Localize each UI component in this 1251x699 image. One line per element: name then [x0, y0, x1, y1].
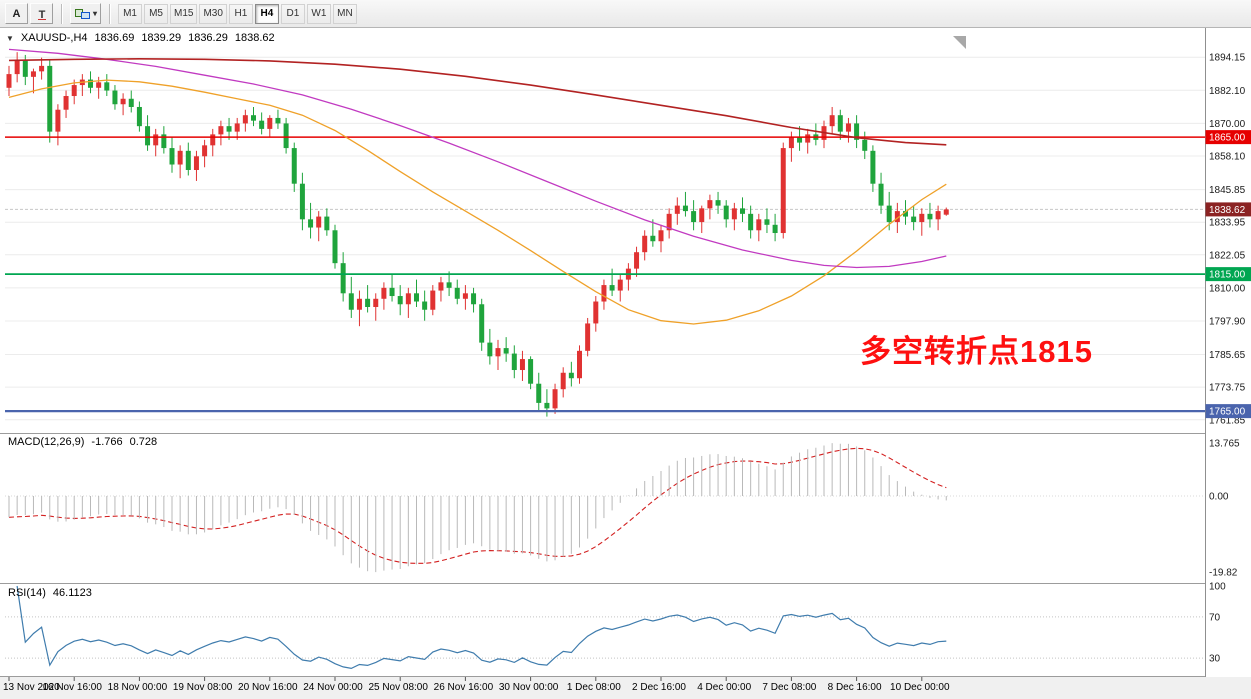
price-tick-label: 1845.85	[1209, 185, 1246, 196]
toolbar: A T ▾ M1 M5 M15 M30 H1 H4 D1 W1 MN	[0, 0, 1251, 28]
time-tick-label: 10 Dec 00:00	[890, 682, 950, 693]
ohlc-open: 1836.69	[94, 32, 135, 44]
rsi-indicator-header: RSI(14) 46.1123	[8, 587, 92, 599]
cursor-tool-label: A	[12, 7, 21, 20]
svg-text:T: T	[38, 9, 45, 21]
macd-signal-line	[8, 447, 947, 564]
macd-panel[interactable]	[5, 447, 1205, 564]
chevron-down-icon: ▾	[93, 9, 98, 18]
timeframe-button-m5[interactable]: M5	[144, 3, 169, 24]
macd-indicator-header: MACD(12,26,9) -1.766 0.728	[8, 436, 157, 448]
macd-value: -1.766	[91, 436, 123, 448]
chart-symbol-label: XAUUSD-,H4	[20, 32, 88, 44]
price-tick-label: 1882.10	[1209, 86, 1246, 97]
rsi-panel[interactable]	[5, 585, 1205, 670]
rsi-label: RSI(14)	[8, 587, 46, 599]
ma-slow-darkred	[8, 57, 947, 146]
time-tick-label: 24 Nov 00:00	[303, 682, 363, 693]
scroll-anchor-marker[interactable]	[953, 36, 966, 49]
rsi-line	[16, 585, 947, 670]
cursor-tool-button[interactable]: A	[5, 3, 28, 24]
text-tool-button[interactable]: T	[30, 3, 53, 24]
ma-fast-orange	[8, 79, 947, 325]
ohlc-close: 1838.62	[234, 32, 275, 44]
time-tick-label: 30 Nov 00:00	[499, 682, 559, 693]
price-level-tag	[1205, 267, 1251, 282]
svg-text:1765.00: 1765.00	[1209, 407, 1246, 418]
timeframe-button-d1[interactable]: D1	[280, 3, 305, 24]
ohlc-high: 1839.29	[141, 32, 182, 44]
chart-annotation[interactable]: 多空转折点1815	[860, 334, 1093, 369]
macd-scale-label: 13.765	[1209, 439, 1240, 450]
macd-label: MACD(12,26,9)	[8, 436, 85, 448]
price-tick-label: 1773.75	[1209, 383, 1246, 394]
time-tick-label: 4 Dec 00:00	[697, 682, 751, 693]
timeframe-button-h4[interactable]: H4	[254, 3, 279, 24]
toolbar-separator	[61, 3, 62, 24]
horizontal-level-lines[interactable]	[5, 136, 1205, 413]
time-tick-label: 8 Dec 16:00	[828, 682, 882, 693]
timeframe-button-w1[interactable]: W1	[306, 3, 331, 24]
objects-dropdown-button[interactable]: ▾	[70, 3, 102, 24]
time-tick-label: 26 Nov 16:00	[434, 682, 494, 693]
svg-text:1815.00: 1815.00	[1209, 270, 1246, 281]
macd-histogram	[8, 443, 947, 573]
candlesticks[interactable]	[6, 52, 949, 417]
timeframe-button-h1[interactable]: H1	[228, 3, 253, 24]
collapse-icon[interactable]: ▼	[6, 34, 14, 43]
price-tick-label: 1785.65	[1209, 350, 1246, 361]
price-tick-label: 1797.90	[1209, 316, 1246, 327]
time-tick-label: 2 Dec 16:00	[632, 682, 686, 693]
price-level-tag	[1205, 130, 1251, 145]
time-tick-label: 1 Dec 08:00	[567, 682, 621, 693]
ma-medium-magenta	[8, 48, 947, 269]
timeframe-button-m15[interactable]: M15	[170, 3, 198, 24]
timeframe-button-m30[interactable]: M30	[199, 3, 227, 24]
time-tick-label: 7 Dec 08:00	[762, 682, 816, 693]
rsi-scale-label: 30	[1209, 654, 1221, 665]
macd-scale-label: -19.82	[1209, 568, 1238, 579]
price-gridlines	[5, 56, 1205, 421]
ohlc-low: 1836.29	[188, 32, 228, 44]
price-tick-label: 1761.85	[1209, 415, 1246, 426]
timeframe-button-m1[interactable]: M1	[118, 3, 143, 24]
rsi-value: 46.1123	[52, 587, 92, 599]
panel-separators	[0, 433, 1251, 677]
price-tick-label: 1810.00	[1209, 283, 1246, 294]
timeframe-group: M1 M5 M15 M30 H1 H4 D1 W1 MN	[118, 3, 357, 24]
price-level-tag	[1205, 404, 1251, 419]
price-tick-label: 1833.95	[1209, 218, 1246, 229]
macd-scale-label: 0.00	[1209, 492, 1229, 503]
price-axis[interactable]: 1894.15 1882.10 1870.00 1858.10 1845.85 1833.…	[1205, 28, 1251, 677]
chart-ohlc-header: ▼ XAUUSD-,H4 1836.69 1839.29 1836.29 183…	[6, 32, 275, 44]
time-tick-label: 13 Nov 2020	[3, 682, 60, 693]
macd-signal-value: 0.728	[129, 436, 158, 448]
time-tick-label: 18 Nov 00:00	[108, 682, 168, 693]
price-tick-label: 1822.05	[1209, 250, 1246, 261]
objects-icon	[75, 8, 90, 19]
price-tick-label: 1894.15	[1209, 53, 1246, 64]
time-tick-label: 25 Nov 08:00	[368, 682, 428, 693]
moving-averages	[8, 48, 947, 325]
time-tick-label: 19 Nov 08:00	[173, 682, 233, 693]
rsi-scale-label: 70	[1209, 612, 1221, 623]
time-tick-label: 20 Nov 16:00	[238, 682, 298, 693]
timeframe-button-mn[interactable]: MN	[332, 3, 357, 24]
price-tick-label: 1858.10	[1209, 152, 1246, 163]
svg-text:1865.00: 1865.00	[1209, 133, 1246, 144]
toolbar-separator	[109, 3, 111, 24]
time-tick-label: 16 Nov 16:00	[42, 682, 102, 693]
text-tool-icon: T	[37, 9, 46, 21]
price-tick-label: 1870.00	[1209, 119, 1246, 130]
svg-text:1838.62: 1838.62	[1209, 205, 1246, 216]
current-price-tag	[1205, 202, 1251, 217]
rsi-scale-label: 100	[1209, 582, 1226, 593]
